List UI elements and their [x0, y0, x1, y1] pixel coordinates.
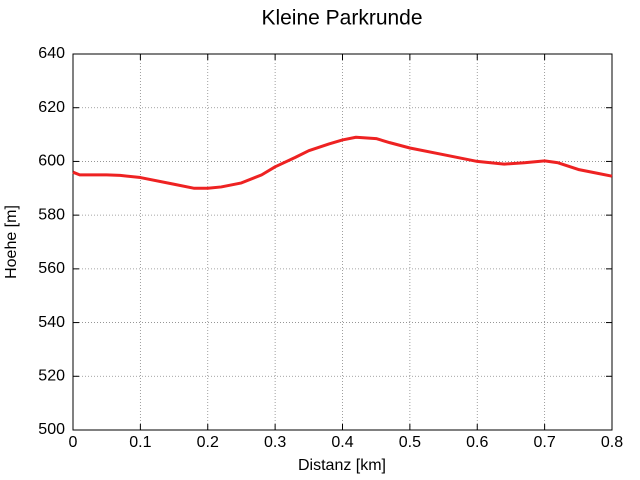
x-tick-label: 0.1	[129, 434, 151, 451]
x-tick-label: 0.4	[331, 434, 353, 451]
y-tick-label: 560	[38, 260, 65, 277]
x-tick-label: 0	[69, 434, 78, 451]
x-tick-label: 0.3	[264, 434, 286, 451]
y-tick-label: 540	[38, 314, 65, 331]
y-tick-label: 520	[38, 368, 65, 385]
x-tick-label: 0.6	[466, 434, 488, 451]
x-tick-label: 0.7	[534, 434, 556, 451]
y-tick-label: 600	[38, 153, 65, 170]
data-line	[72, 135, 613, 190]
y-tick-label: 580	[38, 206, 65, 223]
x-tick-label: 0.2	[197, 434, 219, 451]
y-tick-label: 620	[38, 99, 65, 116]
x-tick-label: 0.5	[399, 434, 421, 451]
y-axis-label: Hoehe [m]	[3, 205, 20, 279]
y-tick-label: 500	[38, 421, 65, 438]
plot-frame	[72, 53, 613, 431]
y-tick-label: 640	[38, 45, 65, 62]
x-axis-label: Distanz [km]	[298, 457, 386, 474]
chart-title: Kleine Parkrunde	[261, 7, 422, 30]
x-tick-label: 0.8	[601, 434, 623, 451]
